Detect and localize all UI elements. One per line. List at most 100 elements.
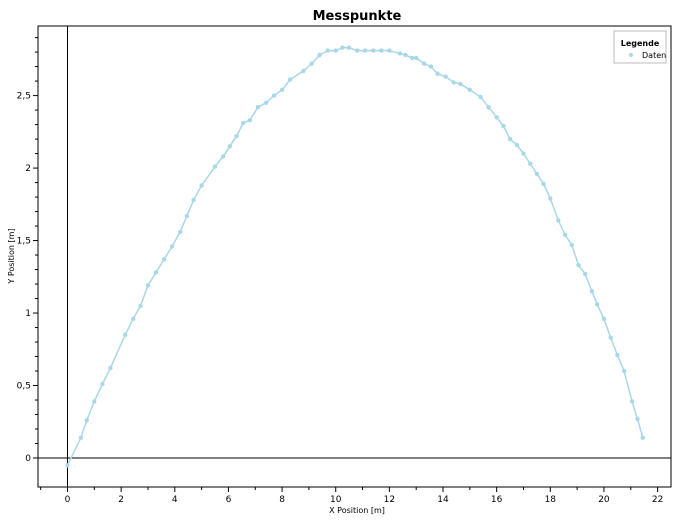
series-line-daten (66, 46, 644, 466)
data-point-65 (576, 263, 581, 268)
data-point-59 (534, 171, 540, 177)
y-tick-label-2: 1 (25, 309, 31, 319)
y-tick-label-4: 2 (25, 164, 31, 174)
data-point-26 (279, 87, 285, 93)
data-point-71 (615, 352, 620, 358)
data-point-9 (145, 283, 151, 288)
data-point-6 (123, 332, 128, 337)
data-point-62 (556, 218, 561, 223)
y-tick-label-0: 0 (25, 454, 31, 464)
legend: Legende Daten (613, 30, 667, 64)
data-point-31 (325, 48, 330, 53)
plot-area-frame (37, 25, 672, 488)
data-point-15 (191, 197, 196, 203)
data-point-25 (271, 93, 277, 98)
x-tick-label-3: 6 (226, 495, 232, 505)
data-point-50 (467, 87, 472, 93)
data-point-8 (138, 303, 143, 308)
data-point-5 (108, 365, 113, 371)
data-point-58 (528, 161, 533, 166)
data-point-14 (184, 213, 190, 219)
data-point-69 (601, 316, 607, 321)
x-axis-label: X Position [m] (329, 506, 385, 515)
data-point-60 (541, 181, 546, 187)
x-tick-label-6: 12 (384, 495, 395, 505)
data-point-28 (301, 68, 306, 74)
data-point-17 (212, 164, 218, 169)
y-axis: 0 0,5 1 1,5 2 2,5 (17, 37, 38, 464)
data-point-48 (451, 80, 456, 85)
data-point-12 (169, 244, 175, 249)
data-point-34 (346, 45, 352, 50)
y-tick-label-3: 1,5 (17, 237, 31, 247)
data-point-7 (131, 316, 136, 321)
data-point-24 (263, 100, 269, 106)
data-point-61 (548, 196, 553, 201)
data-point-70 (608, 335, 613, 340)
data-point-40 (397, 51, 403, 56)
x-tick-label-5: 10 (330, 495, 342, 505)
series-path-daten (66, 46, 644, 466)
data-point-29 (309, 61, 314, 66)
data-point-43 (414, 55, 419, 61)
x-tick-label-10: 20 (598, 495, 610, 505)
data-point-74 (635, 416, 640, 422)
data-point-39 (387, 48, 392, 53)
series-points-daten (65, 45, 645, 468)
legend-entry-daten: Daten (642, 51, 666, 60)
x-tick-label-9: 18 (545, 495, 557, 505)
chart-title: Messpunkte (313, 9, 402, 24)
data-point-46 (435, 71, 440, 77)
data-point-56 (514, 142, 519, 148)
data-point-55 (507, 136, 513, 142)
data-point-35 (355, 48, 360, 53)
x-tick-label-1: 2 (118, 495, 124, 505)
data-point-36 (363, 48, 368, 53)
data-point-66 (583, 271, 588, 277)
data-point-0 (65, 463, 70, 468)
data-point-64 (569, 242, 574, 248)
data-point-45 (428, 64, 434, 69)
y-tick-label-1: 0,5 (17, 382, 31, 392)
data-point-57 (521, 151, 526, 156)
data-point-18 (220, 154, 226, 159)
data-point-54 (501, 123, 506, 129)
data-point-44 (422, 61, 427, 66)
legend-title: Legende (621, 39, 660, 48)
data-point-38 (379, 48, 384, 53)
data-point-2 (84, 418, 90, 423)
data-point-22 (247, 118, 253, 123)
data-point-21 (241, 120, 246, 126)
data-point-73 (629, 399, 635, 404)
zero-lines (38, 26, 671, 487)
data-point-32 (333, 48, 338, 53)
legend-box (613, 30, 667, 64)
data-point-4 (100, 381, 105, 387)
data-point-51 (478, 94, 483, 100)
data-point-16 (199, 183, 204, 188)
data-point-68 (595, 302, 600, 307)
data-point-20 (234, 134, 239, 139)
x-tick-label-11: 22 (652, 495, 663, 505)
data-point-67 (589, 289, 595, 294)
data-point-63 (562, 232, 568, 237)
x-tick-label-7: 14 (437, 495, 449, 505)
x-tick-label-4: 8 (279, 495, 285, 505)
data-point-53 (494, 115, 499, 120)
data-point-52 (486, 105, 491, 110)
data-point-19 (227, 144, 232, 149)
legend-marker-daten (629, 53, 633, 57)
data-point-11 (161, 257, 167, 262)
data-point-3 (92, 399, 97, 404)
y-tick-label-5: 2,5 (17, 92, 31, 102)
data-point-13 (178, 229, 183, 235)
data-point-49 (458, 81, 463, 87)
data-point-23 (255, 105, 261, 110)
x-axis: 0 2 4 6 8 10 12 14 16 18 20 22 (40, 487, 663, 505)
data-point-10 (153, 270, 159, 275)
data-point-41 (403, 52, 408, 58)
data-point-75 (640, 435, 645, 440)
data-point-37 (371, 48, 376, 53)
